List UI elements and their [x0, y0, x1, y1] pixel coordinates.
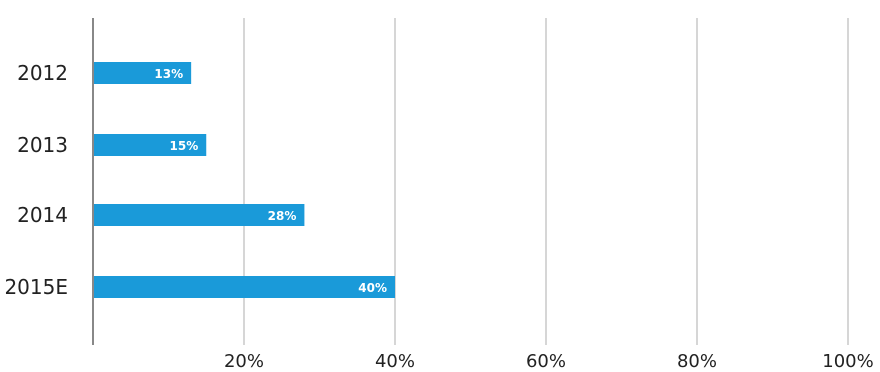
bar-value-labels: 13% 15% 28% 40%: [154, 67, 387, 295]
x-tick-label-40pct: 40%: [375, 351, 415, 372]
bar-2013: [93, 134, 207, 156]
x-tick-label-60pct: 60%: [526, 351, 566, 372]
x-tick-label-100pct: 100%: [822, 351, 873, 372]
category-label-2015E: 2015E: [4, 275, 68, 299]
bar-2012: [93, 62, 192, 84]
bar-value-label-2015E: 40%: [358, 281, 387, 295]
x-tick-label-80pct: 80%: [677, 351, 717, 372]
bar-2014: [93, 204, 305, 226]
x-tick-labels: 20% 40% 60% 80% 100%: [224, 351, 874, 372]
category-labels: 2012 2013 2014 2015E: [4, 61, 68, 299]
category-label-2014: 2014: [17, 203, 68, 227]
x-tick-label-20pct: 20%: [224, 351, 264, 372]
bar-value-label-2013: 15%: [170, 139, 199, 153]
bars: [93, 62, 395, 298]
category-label-2012: 2012: [17, 61, 68, 85]
bar-value-label-2014: 28%: [268, 209, 297, 223]
bar-value-label-2012: 13%: [154, 67, 183, 81]
category-label-2013: 2013: [17, 133, 68, 157]
bar-2015E: [93, 276, 395, 298]
